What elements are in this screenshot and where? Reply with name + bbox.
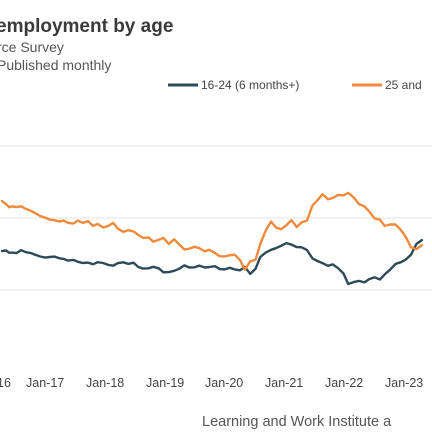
chart-subtitle: rce Survey (0, 39, 64, 55)
x-tick-label: 16 (0, 376, 11, 390)
source-credit: Learning and Work Institute a (202, 414, 392, 430)
series-layer (0, 191, 423, 286)
chart-title: employment by age (0, 16, 173, 37)
x-tick-label: Jan-21 (265, 376, 303, 390)
x-axis: 16 Jan-17 Jan-18 Jan-19 Jan-20 Jan-21 Ja… (0, 376, 423, 390)
x-tick-label: Jan-17 (26, 376, 64, 390)
chart-note: Published monthly (0, 57, 111, 73)
x-tick-label: Jan-19 (146, 376, 184, 390)
legend-label-youth: 16-24 (6 months+) (201, 78, 299, 92)
gridlines (0, 145, 432, 291)
series-line-adult (0, 191, 423, 271)
x-tick-label: Jan-23 (385, 376, 423, 390)
legend-label-adult: 25 and (385, 78, 422, 92)
legend: 16-24 (6 months+) 25 and (168, 78, 422, 92)
x-tick-label: Jan-20 (205, 376, 243, 390)
x-tick-label: Jan-18 (86, 376, 124, 390)
series-line-youth (0, 238, 423, 286)
x-tick-label: Jan-22 (325, 376, 363, 390)
